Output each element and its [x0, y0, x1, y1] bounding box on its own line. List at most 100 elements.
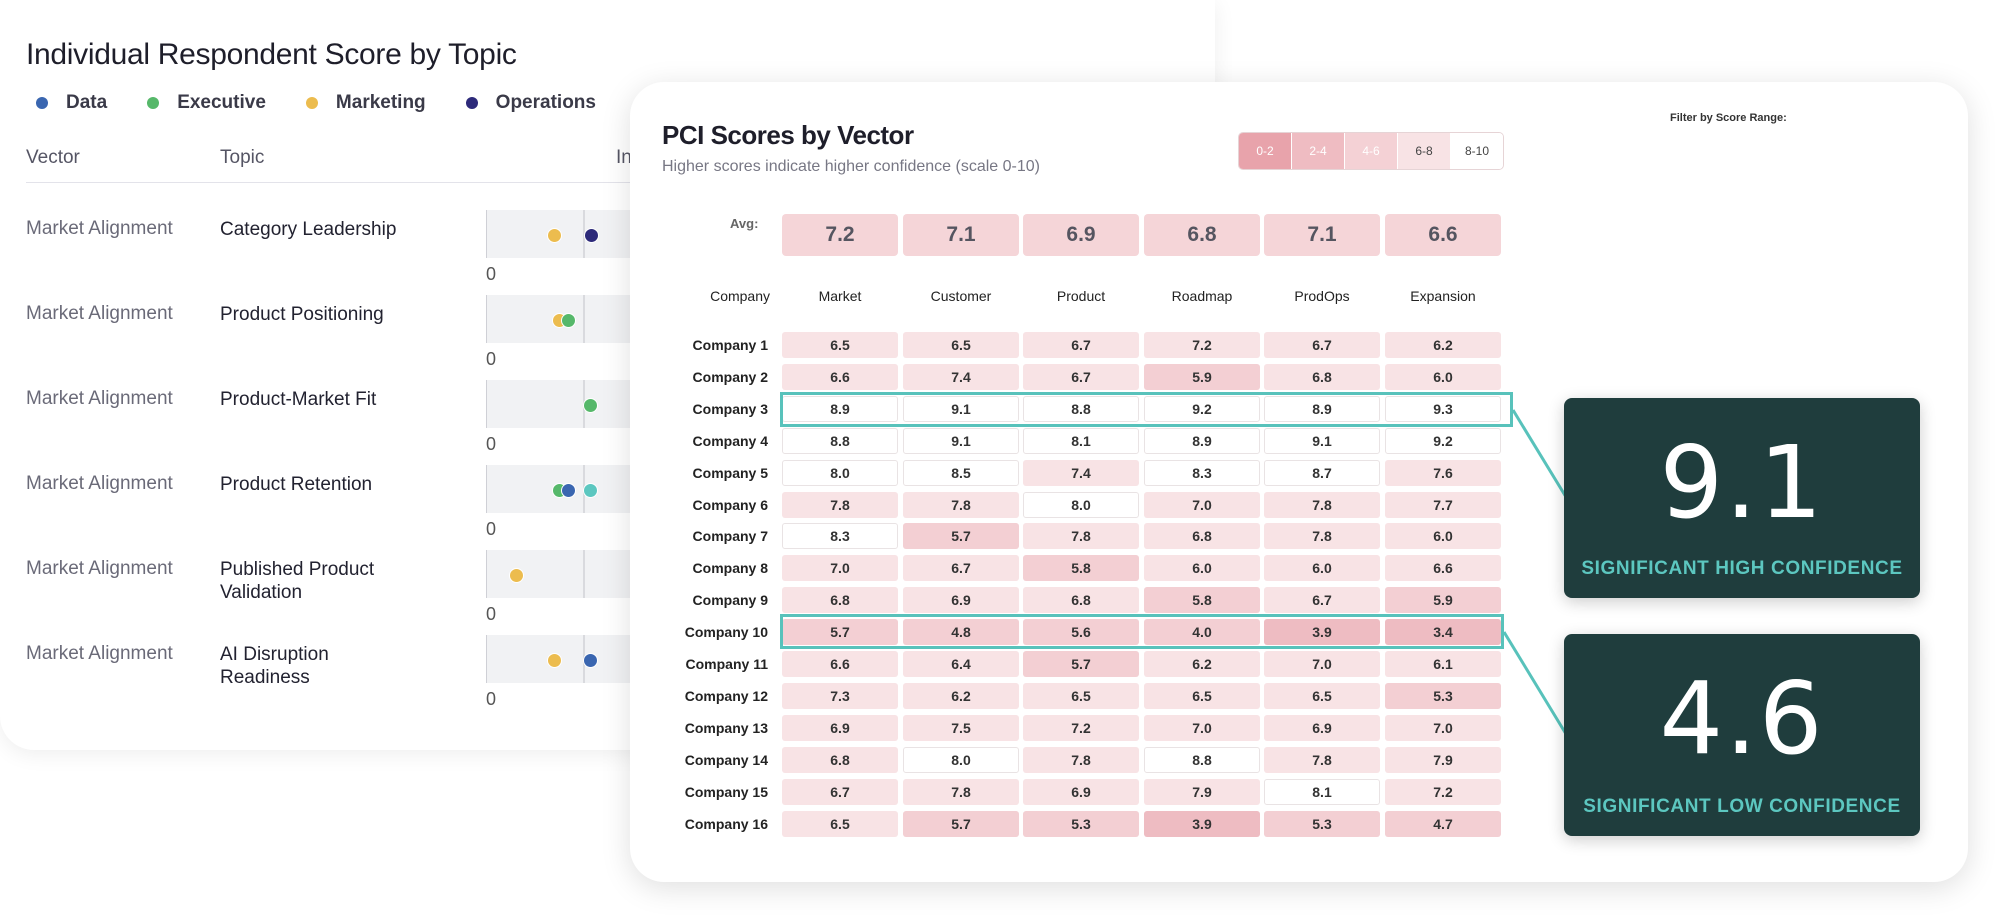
score-cell[interactable]: 9.2 [1144, 395, 1260, 422]
score-cell[interactable]: 6.9 [1023, 778, 1139, 805]
score-cell[interactable]: 7.4 [1023, 459, 1139, 486]
score-cell[interactable]: 5.6 [1023, 619, 1139, 646]
score-cell[interactable]: 6.0 [1264, 555, 1380, 582]
score-cell[interactable]: 7.8 [903, 778, 1019, 805]
score-cell[interactable]: 8.9 [782, 395, 898, 422]
score-cell[interactable]: 5.7 [1023, 651, 1139, 677]
score-cell[interactable]: 5.7 [903, 810, 1019, 837]
score-cell[interactable]: 7.9 [1385, 746, 1501, 773]
score-cell[interactable]: 6.5 [782, 332, 898, 358]
score-cell[interactable]: 6.9 [1264, 714, 1380, 741]
score-cell[interactable]: 5.8 [1023, 555, 1139, 582]
score-cell[interactable]: 5.8 [1144, 587, 1260, 614]
vector-column-header[interactable]: Market [818, 288, 862, 304]
score-cell[interactable]: 6.1 [1385, 651, 1501, 677]
respondent-dot[interactable] [561, 483, 576, 498]
score-cell[interactable]: 8.5 [903, 459, 1019, 486]
score-cell[interactable]: 7.8 [1264, 491, 1380, 518]
score-cell[interactable]: 5.3 [1385, 682, 1501, 709]
score-cell[interactable]: 6.7 [782, 778, 898, 805]
score-cell[interactable]: 9.2 [1385, 427, 1501, 454]
score-cell[interactable]: 8.1 [1023, 427, 1139, 454]
vector-column-header[interactable]: Vector [26, 147, 80, 168]
score-cell[interactable]: 6.7 [903, 555, 1019, 582]
score-cell[interactable]: 7.6 [1385, 459, 1501, 486]
score-cell[interactable]: 7.9 [1144, 778, 1260, 805]
score-cell[interactable]: 7.8 [903, 491, 1019, 518]
score-cell[interactable]: 7.4 [903, 363, 1019, 390]
score-cell[interactable]: 6.8 [1023, 587, 1139, 614]
score-cell[interactable]: 6.5 [1023, 682, 1139, 709]
legend-item[interactable]: Executive [147, 92, 266, 114]
filter-range-button[interactable]: 0-2 [1239, 133, 1292, 169]
score-cell[interactable]: 6.8 [782, 746, 898, 773]
score-cell[interactable]: 8.0 [1023, 491, 1139, 518]
score-cell[interactable]: 6.8 [782, 587, 898, 614]
score-cell[interactable]: 7.0 [1385, 714, 1501, 741]
score-cell[interactable]: 7.5 [903, 714, 1019, 741]
score-cell[interactable]: 5.3 [1264, 810, 1380, 837]
score-cell[interactable]: 6.0 [1144, 555, 1260, 582]
score-cell[interactable]: 8.9 [1264, 395, 1380, 422]
respondent-dot[interactable] [546, 228, 562, 243]
score-cell[interactable]: 6.8 [1144, 523, 1260, 550]
score-cell[interactable]: 8.8 [1023, 395, 1139, 422]
score-cell[interactable]: 7.3 [782, 682, 898, 709]
score-cell[interactable]: 7.2 [1023, 714, 1139, 741]
score-cell[interactable]: 6.7 [1264, 587, 1380, 614]
score-cell[interactable]: 6.9 [782, 714, 898, 741]
score-cell[interactable]: 7.8 [1023, 523, 1139, 550]
score-cell[interactable]: 7.0 [1144, 714, 1260, 741]
score-cell[interactable]: 9.1 [903, 427, 1019, 454]
respondent-dot[interactable] [508, 568, 524, 583]
score-cell[interactable]: 7.7 [1385, 491, 1501, 518]
score-cell[interactable]: 6.5 [903, 332, 1019, 358]
score-cell[interactable]: 9.1 [1264, 427, 1380, 454]
score-cell[interactable]: 6.6 [1385, 555, 1501, 582]
score-cell[interactable]: 7.2 [1385, 778, 1501, 805]
score-cell[interactable]: 6.5 [1144, 682, 1260, 709]
score-cell[interactable]: 7.8 [1023, 746, 1139, 773]
score-cell[interactable]: 6.7 [1023, 363, 1139, 390]
score-cell[interactable]: 6.9 [903, 587, 1019, 614]
score-cell[interactable]: 5.9 [1385, 587, 1501, 614]
score-cell[interactable]: 6.5 [782, 810, 898, 837]
score-cell[interactable]: 6.6 [782, 651, 898, 677]
respondent-dot[interactable] [584, 228, 600, 243]
score-cell[interactable]: 7.8 [782, 491, 898, 518]
vector-column-header[interactable]: Customer [930, 288, 992, 304]
vector-column-header[interactable]: Expansion [1410, 288, 1476, 304]
filter-range-button[interactable]: 2-4 [1292, 133, 1345, 169]
score-cell[interactable]: 4.7 [1385, 810, 1501, 837]
score-cell[interactable]: 8.0 [782, 459, 898, 486]
score-cell[interactable]: 8.7 [1264, 459, 1380, 486]
vector-column-header[interactable]: Product [1056, 288, 1106, 304]
score-cell[interactable]: 3.9 [1144, 810, 1260, 837]
score-cell[interactable]: 8.9 [1144, 427, 1260, 454]
filter-range-button[interactable]: 8-10 [1451, 133, 1503, 169]
respondent-dot[interactable] [582, 653, 598, 668]
score-cell[interactable]: 9.3 [1385, 395, 1501, 422]
score-cell[interactable]: 9.1 [903, 395, 1019, 422]
score-cell[interactable]: 6.2 [903, 682, 1019, 709]
score-cell[interactable]: 7.0 [782, 555, 898, 582]
score-cell[interactable]: 6.6 [782, 363, 898, 390]
score-cell[interactable]: 8.8 [1144, 746, 1260, 773]
score-cell[interactable]: 6.5 [1264, 682, 1380, 709]
score-cell[interactable]: 4.0 [1144, 619, 1260, 646]
score-cell[interactable]: 5.9 [1144, 363, 1260, 390]
score-cell[interactable]: 6.0 [1385, 363, 1501, 390]
score-cell[interactable]: 7.0 [1144, 491, 1260, 518]
topic-column-header[interactable]: Topic [220, 147, 265, 168]
score-cell[interactable]: 7.8 [1264, 523, 1380, 550]
score-cell[interactable]: 6.7 [1023, 332, 1139, 358]
legend-item[interactable]: Data [36, 92, 107, 114]
vector-column-header[interactable]: ProdOps [1294, 288, 1350, 304]
score-cell[interactable]: 3.9 [1264, 619, 1380, 646]
legend-item[interactable]: Marketing [305, 92, 426, 114]
score-cell[interactable]: 6.2 [1385, 332, 1501, 358]
score-cell[interactable]: 3.4 [1385, 619, 1501, 646]
score-cell[interactable]: 6.7 [1264, 332, 1380, 358]
score-cell[interactable]: 6.2 [1144, 651, 1260, 677]
score-cell[interactable]: 6.8 [1264, 363, 1380, 390]
